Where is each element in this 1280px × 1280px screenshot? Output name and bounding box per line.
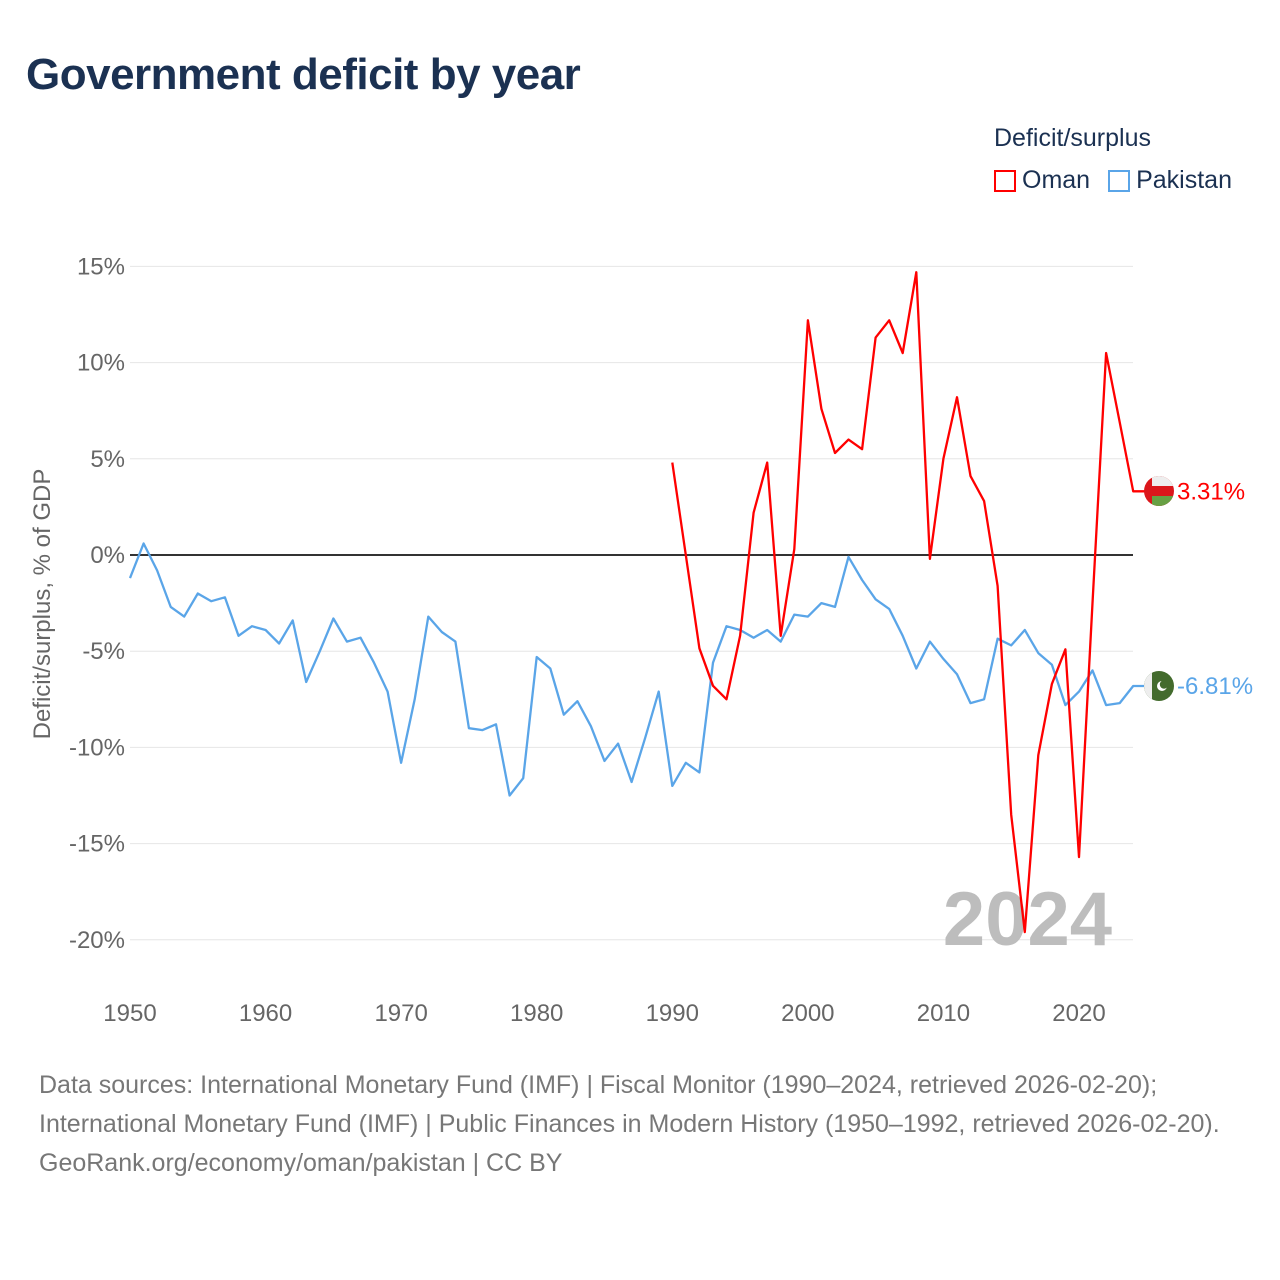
y-tick-label: -10%	[69, 734, 125, 761]
series-line-oman[interactable]	[671, 271, 1146, 934]
x-tick-label: 1980	[510, 1000, 563, 1027]
y-axis-label: Deficit/surplus, % of GDP	[29, 469, 56, 740]
x-tick-label: 2000	[781, 1000, 834, 1027]
x-tick-label: 1970	[374, 1000, 427, 1027]
legend-item-oman[interactable]: Oman	[994, 166, 1090, 195]
legend: Oman Pakistan	[994, 166, 1232, 195]
legend-swatch-oman	[994, 169, 1016, 192]
x-tick-label: 1960	[239, 1000, 292, 1027]
y-tick-label: 0%	[90, 542, 125, 569]
y-tick-label: 15%	[77, 253, 125, 280]
y-tick-label: -5%	[82, 638, 125, 665]
x-tick-label: 1950	[103, 1000, 156, 1027]
oman-flag-icon	[1144, 476, 1174, 506]
legend-label-pakistan: Pakistan	[1136, 166, 1232, 194]
chart-title: Government deficit by year	[26, 50, 581, 99]
end-label-oman: 3.31%	[1177, 478, 1245, 505]
legend-swatch-pakistan	[1108, 169, 1131, 192]
y-tick-label: 5%	[90, 446, 125, 473]
x-tick-label: 2010	[917, 1000, 970, 1027]
x-tick-label: 2020	[1052, 1000, 1105, 1027]
credit-link[interactable]: GeoRank.org/economy/oman/pakistan | CC B…	[39, 1149, 563, 1177]
y-tick-label: -20%	[69, 927, 125, 954]
y-tick-label: 10%	[77, 350, 125, 377]
legend-title: Deficit/surplus	[994, 124, 1151, 152]
chart-plot: 15% 10% 5% 0% -5% -10% -15% -20% 1950 1960 1970 198…	[29, 253, 1253, 1027]
x-tick-label: 1990	[646, 1000, 699, 1027]
footer: Data sources: International Monetary Fun…	[39, 1066, 1239, 1183]
end-label-pakistan: -6.81%	[1177, 673, 1253, 700]
data-sources: Data sources: International Monetary Fun…	[39, 1071, 1220, 1138]
legend-label-oman: Oman	[1022, 166, 1091, 194]
series-line-pakistan[interactable]	[128, 542, 1146, 797]
pakistan-flag-icon	[1144, 671, 1174, 701]
legend-item-pakistan[interactable]: Pakistan	[1108, 166, 1232, 195]
y-tick-label: -15%	[69, 831, 125, 858]
